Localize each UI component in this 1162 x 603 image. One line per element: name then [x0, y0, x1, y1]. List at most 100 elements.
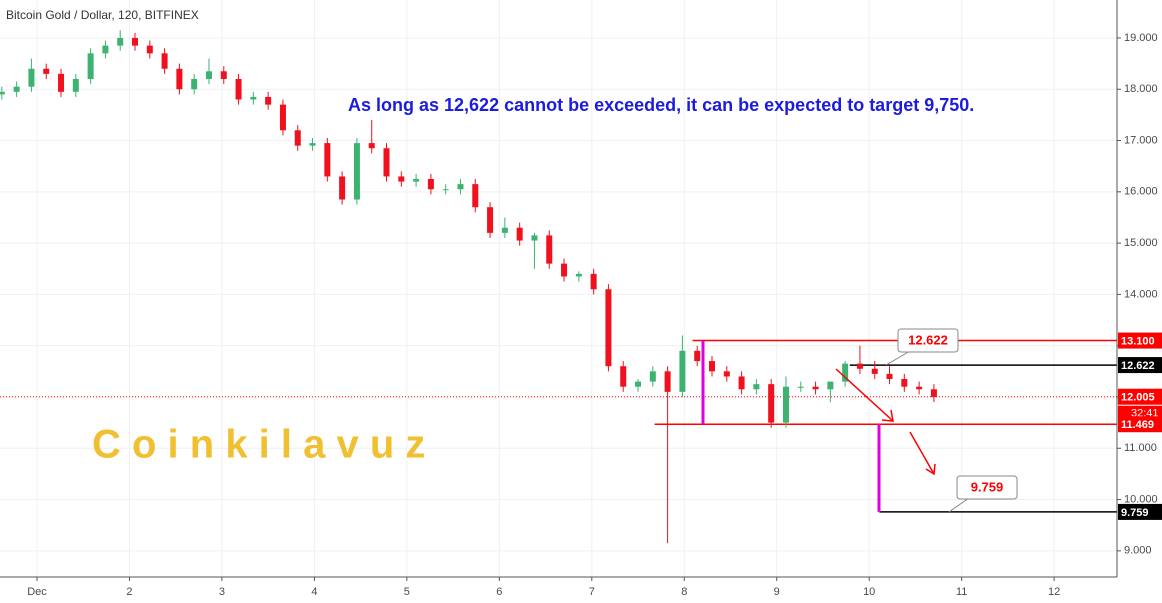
candle-body [679, 350, 686, 392]
candle-body [279, 104, 286, 131]
candle-body [368, 143, 375, 149]
y-tick-label: 17.000 [1124, 134, 1158, 146]
candle-body [916, 386, 923, 390]
candles [0, 30, 937, 544]
price-tag-label: 12.622 [1121, 360, 1155, 372]
callout-label: 12.622 [908, 332, 948, 347]
candle-body [575, 273, 582, 277]
arrow [909, 431, 935, 475]
candle-body [58, 73, 65, 92]
candle-body [250, 96, 257, 100]
y-tick-label: 19.000 [1124, 32, 1158, 44]
candle-body [546, 235, 553, 264]
x-tick-label: 7 [589, 586, 595, 598]
callout-pointer [885, 350, 911, 366]
callout [956, 475, 1018, 500]
y-tick-label: 15.000 [1124, 237, 1158, 249]
x-tick-label: 4 [311, 586, 317, 598]
annotation: As long as 12,622 cannot be exceeded, it… [348, 95, 974, 115]
candle-body [265, 96, 272, 105]
candle-body [664, 371, 671, 392]
candle-body [324, 143, 331, 177]
candle-body [427, 178, 434, 190]
candle-body [620, 366, 627, 387]
price-tag [1118, 357, 1162, 374]
candle-body [886, 373, 893, 380]
candle-body [309, 143, 316, 146]
grid [0, 0, 1117, 577]
candle-body [827, 381, 834, 390]
x-tick-label: Dec [27, 586, 47, 598]
y-tick-label: 10.000 [1124, 493, 1158, 505]
arrow [835, 368, 894, 422]
candle-body [590, 273, 597, 290]
candle-body [605, 289, 612, 367]
y-tick-label: 14.000 [1124, 288, 1158, 300]
candle-body [871, 368, 878, 374]
candle-body [694, 350, 701, 362]
overlay: 12.622 9.759 [701, 328, 1018, 513]
candle-body [708, 361, 715, 372]
x-tick-label: 11 [956, 586, 967, 598]
candle-body [0, 91, 5, 95]
candle-body [457, 184, 464, 190]
x-tick-label: 10 [863, 586, 875, 598]
x-tick-label: 9 [774, 586, 780, 598]
candle-body [339, 176, 346, 200]
candle-body [117, 37, 124, 46]
price-tag-label: 9.759 [1121, 507, 1149, 519]
candle-body [842, 363, 849, 382]
candle-body [220, 71, 227, 79]
candle-body [205, 71, 212, 79]
candle-body [398, 176, 405, 182]
candle-body [856, 363, 863, 369]
candle-body [516, 227, 523, 241]
candle-body [43, 68, 50, 74]
callout [897, 328, 959, 353]
candle-body [797, 386, 804, 388]
candle-body [132, 37, 139, 46]
candle-body [472, 184, 479, 208]
y-tick-label: 11.000 [1124, 442, 1157, 454]
arrow-head [881, 409, 894, 422]
candle-body [87, 53, 94, 79]
candle-body [413, 178, 420, 182]
x-tick-label: 5 [404, 586, 410, 598]
candle-body [72, 78, 79, 92]
x-tick-label: 2 [126, 586, 132, 598]
callout-pointer [948, 497, 970, 513]
callout-label: 9.759 [971, 479, 1004, 494]
price-tag [1118, 388, 1162, 405]
x-tick-label: 8 [681, 586, 687, 598]
candle-body [561, 263, 568, 277]
candle-body [531, 235, 538, 241]
candle-body [782, 386, 789, 423]
candle-body [28, 68, 35, 87]
arrows [835, 368, 936, 476]
candle-body [161, 53, 168, 69]
candle-body [723, 371, 730, 377]
y-tick-label: 18.000 [1124, 83, 1158, 95]
candle-body [501, 227, 508, 233]
candle-body [176, 68, 183, 90]
candle-body [294, 130, 301, 146]
candle-body [442, 189, 449, 191]
y-tick-label: 16.000 [1124, 186, 1158, 198]
candle-body [738, 376, 745, 390]
price-tag-label: 11.469 [1121, 419, 1154, 431]
candle-body [649, 371, 656, 382]
price-tag-label: 12.005 [1121, 392, 1155, 404]
candle-body [753, 384, 760, 390]
price-tag [1118, 503, 1162, 520]
candle-body [191, 78, 198, 90]
price-tag [1118, 332, 1162, 349]
candle-body [353, 143, 360, 200]
candle-body [768, 384, 775, 423]
candle-body [13, 86, 20, 92]
candle-body [812, 386, 819, 390]
candle-body [383, 148, 390, 177]
y-tick-label: 9.000 [1124, 545, 1152, 557]
chart-title: Bitcoin Gold / Dollar, 120, BITFINEX [6, 8, 199, 22]
